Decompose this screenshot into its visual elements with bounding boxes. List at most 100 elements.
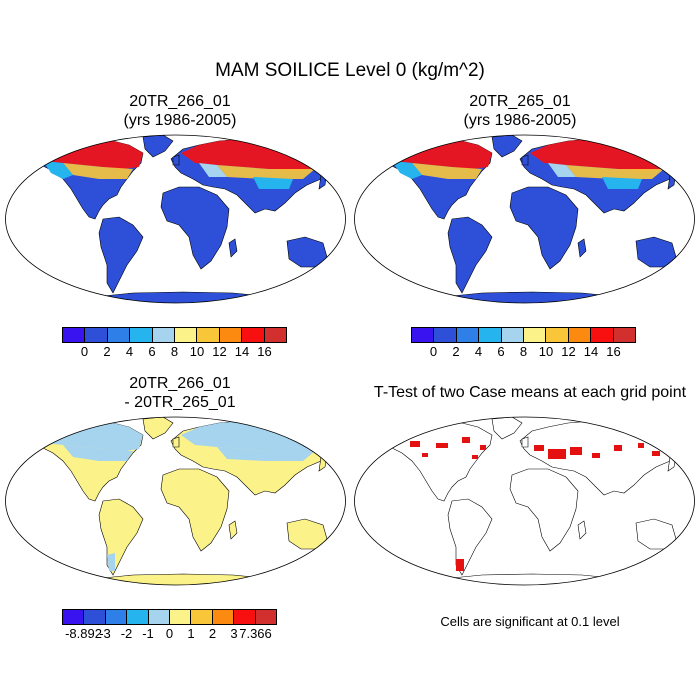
colorbar-panel-2: 0 2 4 6 8 10 12 14 16: [411, 327, 637, 359]
landmass-uk: [172, 154, 180, 166]
colorbar-tick-label: 8: [170, 344, 179, 359]
landmass-greenland: [491, 135, 523, 158]
colorbar-tick-label: 10: [538, 344, 554, 359]
colorbar-tick-label: -3: [99, 626, 111, 641]
figure-title: MAM SOILICE Level 0 (kg/m^2): [215, 60, 485, 81]
panel-3-title-line2: - 20TR_265_01: [124, 394, 236, 411]
map-panel-266: [5, 134, 346, 304]
colorbar-tick-label: 1: [187, 626, 195, 641]
colorbar-box-5: [523, 327, 547, 343]
mid-soilice-canada-band: [63, 163, 133, 179]
colorbar-tick-label: 16: [257, 344, 272, 359]
landmass-greenland: [142, 135, 174, 158]
landmass-uk: [172, 436, 180, 448]
low-soilice-europe: [199, 163, 227, 177]
colorbar-box-3: [129, 327, 153, 343]
colorbar-panel-1: 0 2 4 6 8 10 12 14 16: [62, 327, 288, 359]
low-soilice-central-asia: [253, 177, 293, 189]
colorbar-tick-label: 4: [474, 344, 483, 359]
colorbar-box-5: [169, 609, 192, 625]
colorbar-tick-label: 14: [234, 344, 250, 359]
panel-4-title: T-Test of two Case means at each grid po…: [373, 384, 687, 401]
colorbar-box-7: [218, 327, 243, 343]
colorbar-tick-label: 0: [165, 626, 174, 641]
mid-soilice-siberia-band: [217, 165, 315, 179]
landmass-madagascar: [228, 520, 238, 540]
significant-cell-cluster-8: [592, 453, 600, 458]
map-frame: [354, 134, 695, 304]
map-frame: [5, 134, 346, 304]
colorbar-box-4: [500, 327, 525, 343]
landmass-new-zealand: [336, 266, 344, 280]
significant-cell-cluster-4: [472, 455, 478, 459]
landmass-south-america: [98, 216, 144, 294]
colorbar-tick-label: 12: [561, 344, 576, 359]
significant-cell-cluster-1: [436, 443, 448, 448]
panel-2-title-line1: 20TR_265_01: [469, 93, 571, 110]
landmass-africa: [509, 468, 579, 552]
colorbar-box-9: [612, 327, 637, 343]
panel-2-title: 20TR_265_01 (yrs 1986-2005): [360, 92, 680, 130]
colorbar-tick-label: 6: [497, 344, 505, 359]
significant-cell-cluster-0: [410, 441, 420, 447]
landmass-new-zealand: [685, 548, 693, 562]
significant-cell-cluster-12: [456, 559, 464, 571]
colorbar-box-1: [83, 609, 106, 625]
colorbar-tick-label: 4: [125, 344, 134, 359]
cold-region-canada-band: [63, 445, 133, 461]
landmass-new-zealand: [336, 548, 344, 562]
colorbar-tick-label: 3: [230, 626, 238, 641]
landmass-africa: [160, 468, 230, 552]
landmass-south-america: [447, 498, 493, 576]
cold-region-patagonia: [107, 553, 115, 571]
colorbar-tick-label: 10: [189, 344, 205, 359]
colorbar-box-3: [126, 609, 149, 625]
colorbar-box-6: [190, 609, 213, 625]
colorbar-box-0: [62, 327, 86, 343]
landmass-greenland: [491, 417, 523, 440]
low-soilice-europe: [548, 163, 576, 177]
colorbar-box-9: [263, 327, 288, 343]
map-panel-ttest: [354, 416, 695, 586]
colorbar-tick-label: -8.892: [65, 626, 102, 641]
colorbar-box-9: [254, 609, 278, 625]
colorbar-box-8: [233, 609, 256, 625]
colorbar-box-4: [151, 327, 176, 343]
colorbar-ticks: 0 2 4 6 8 10 12 14 16: [411, 343, 636, 359]
colorbar-box-4: [147, 609, 171, 625]
colorbar-box-0: [62, 609, 85, 625]
mid-soilice-siberia-band: [566, 165, 664, 179]
significant-cell-cluster-2: [462, 437, 470, 443]
colorbar-tick-label: -1: [142, 626, 154, 641]
landmass-africa: [160, 186, 230, 270]
colorbar-box-2: [106, 327, 131, 343]
landmass-new-zealand: [685, 266, 693, 280]
panel-1-title-line1: 20TR_266_01: [129, 93, 231, 110]
landmass-uk: [521, 154, 529, 166]
landmass-madagascar: [577, 520, 587, 540]
colorbar-box-8: [590, 327, 614, 343]
significant-cell-cluster-3: [480, 445, 486, 450]
colorbar-boxes: [62, 327, 288, 343]
mid-soilice-canada-band: [412, 163, 482, 179]
colorbar-box-2: [104, 609, 128, 625]
significant-cell-cluster-6: [548, 449, 566, 459]
panel-2-title-line2: (yrs 1986-2005): [463, 112, 577, 129]
colorbar-tick-label: 12: [212, 344, 227, 359]
colorbar-box-6: [196, 327, 220, 343]
colorbar-tick-label: 0: [429, 344, 438, 359]
map-frame: [5, 416, 346, 586]
colorbar-tick-label: 7.366: [239, 626, 272, 641]
colorbar-box-0: [411, 327, 435, 343]
significant-cell-cluster-10: [638, 443, 644, 448]
colorbar-tick-label: 6: [148, 344, 156, 359]
landmass-greenland: [142, 417, 174, 440]
colorbar-tick-label: 8: [519, 344, 528, 359]
significant-cell-cluster-11: [652, 451, 660, 456]
panel-3-title: 20TR_266_01 - 20TR_265_01: [20, 374, 340, 412]
landmass-south-america: [447, 216, 493, 294]
colorbar-tick-label: 0: [80, 344, 89, 359]
colorbar-tick-label: 2: [452, 344, 460, 359]
landmass-uk: [521, 436, 529, 448]
low-soilice-central-asia: [602, 177, 642, 189]
